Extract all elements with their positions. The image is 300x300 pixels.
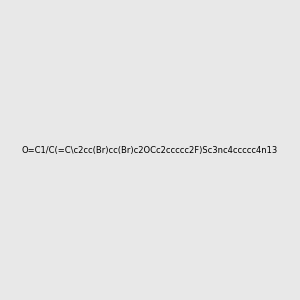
Text: O=C1/C(=C\c2cc(Br)cc(Br)c2OCc2ccccc2F)Sc3nc4ccccc4n13: O=C1/C(=C\c2cc(Br)cc(Br)c2OCc2ccccc2F)Sc… bbox=[22, 146, 278, 154]
